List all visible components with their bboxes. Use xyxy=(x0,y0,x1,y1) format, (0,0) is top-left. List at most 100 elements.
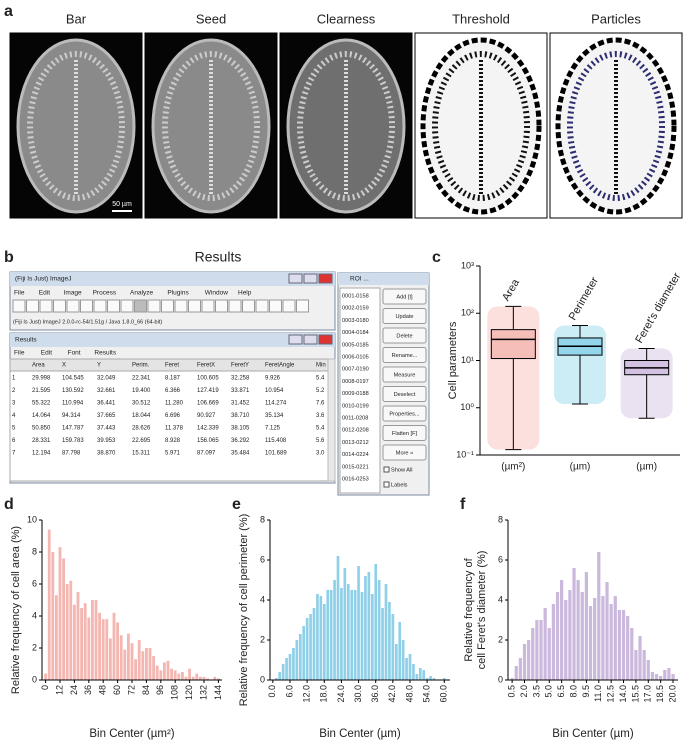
bar xyxy=(202,676,206,680)
bar xyxy=(213,676,217,680)
button[interactable] xyxy=(382,405,427,422)
tool-icon[interactable] xyxy=(26,299,39,313)
button[interactable] xyxy=(382,347,427,363)
button[interactable] xyxy=(382,444,427,461)
window-button[interactable] xyxy=(288,334,303,345)
roi-item[interactable]: 0016-0253 xyxy=(342,476,369,482)
tool-icon[interactable] xyxy=(107,299,120,313)
checkbox-label[interactable]: Labels xyxy=(391,482,408,488)
window-button[interactable] xyxy=(288,273,303,284)
button-label[interactable]: Add [t] xyxy=(396,294,413,300)
bar xyxy=(642,650,646,680)
tool-icon[interactable] xyxy=(296,299,309,313)
panel-label: e xyxy=(232,496,241,513)
table-cell: 36.292 xyxy=(231,438,250,444)
y-axis-label: Relative frequency of xyxy=(463,557,475,661)
bar xyxy=(62,558,66,680)
window-button[interactable] xyxy=(303,273,318,284)
roi-item[interactable]: 0003-0180 xyxy=(342,318,369,324)
tool-icon[interactable] xyxy=(161,299,174,313)
menu-item[interactable]: Window xyxy=(205,290,228,297)
roi-item[interactable]: 0006-0105 xyxy=(342,354,369,360)
button[interactable] xyxy=(382,366,427,383)
x-tick-label: 18.0 xyxy=(319,685,329,703)
menu-item[interactable]: Font xyxy=(68,350,81,357)
table-cell: 32.258 xyxy=(231,376,250,382)
tool-icon[interactable] xyxy=(228,299,242,313)
tool-icon[interactable] xyxy=(12,299,26,313)
roi-item[interactable]: 0014-0224 xyxy=(342,452,369,458)
bar xyxy=(364,576,367,680)
tool-icon[interactable] xyxy=(201,299,215,313)
tool-icon[interactable] xyxy=(255,299,269,313)
column-header: Perim. xyxy=(132,363,150,369)
table-cell: 5 xyxy=(12,426,16,432)
window-button[interactable] xyxy=(318,334,333,345)
button[interactable] xyxy=(382,327,427,344)
roi-item[interactable]: 0015-0221 xyxy=(342,464,369,470)
roi-item[interactable]: 0002-0159 xyxy=(342,306,369,312)
menu-item[interactable]: Process xyxy=(93,290,117,297)
table-cell: 114.274 xyxy=(265,401,287,407)
tool-icon[interactable] xyxy=(120,299,134,313)
menu-item[interactable]: File xyxy=(14,290,25,297)
checkbox[interactable] xyxy=(383,481,390,488)
window-button[interactable] xyxy=(303,334,318,345)
tool-icon[interactable] xyxy=(80,299,93,313)
menu-item[interactable]: Edit xyxy=(41,350,52,357)
button-label[interactable]: Measure xyxy=(394,372,416,378)
tool-icon[interactable] xyxy=(134,299,147,313)
bar xyxy=(350,590,354,680)
checkbox-label[interactable]: Show All xyxy=(391,467,412,473)
x-tick-label: 132 xyxy=(198,685,208,700)
window-button[interactable] xyxy=(318,273,333,284)
tool-icon[interactable] xyxy=(188,299,201,313)
table-cell: 5.6 xyxy=(316,438,325,444)
button-label[interactable]: Rename... xyxy=(392,353,418,359)
roi-item[interactable]: 0001-0158 xyxy=(342,293,369,299)
menu-item[interactable]: Help xyxy=(238,290,252,297)
checkbox[interactable] xyxy=(383,466,390,473)
roi-item[interactable]: 0004-0184 xyxy=(342,330,369,336)
roi-item[interactable]: 0007-0190 xyxy=(342,367,369,373)
roi-item[interactable]: 0013-0212 xyxy=(342,440,369,446)
tool-icon[interactable] xyxy=(269,299,282,313)
roi-item[interactable]: 0005-0185 xyxy=(342,342,369,348)
table-cell: 22.341 xyxy=(132,376,151,382)
x-tick-label: 5.0 xyxy=(544,685,554,698)
tool-icon[interactable] xyxy=(147,299,161,313)
menu-item[interactable]: Plugins xyxy=(167,290,189,297)
roi-item[interactable]: 0010-0199 xyxy=(342,403,369,409)
tool-icon[interactable] xyxy=(215,299,228,313)
tool-icon[interactable] xyxy=(174,299,188,313)
tool-icon[interactable] xyxy=(66,299,80,313)
button[interactable] xyxy=(382,308,427,324)
button-label[interactable]: Update xyxy=(395,314,413,320)
tool-icon[interactable] xyxy=(53,299,66,313)
menu-item[interactable]: Analyze xyxy=(130,290,154,297)
roi-item[interactable]: 0012-0208 xyxy=(342,428,369,434)
menu-item[interactable]: Image xyxy=(64,290,82,297)
x-tick-label: 12.0 xyxy=(302,685,312,703)
button[interactable] xyxy=(382,386,427,402)
roi-item[interactable]: 0008-0197 xyxy=(342,379,369,385)
bar xyxy=(547,628,551,680)
button[interactable] xyxy=(382,288,427,305)
seed-texture xyxy=(432,51,530,201)
menu-item[interactable]: Edit xyxy=(39,290,50,297)
roi-item[interactable]: 0009-0188 xyxy=(342,391,369,397)
button-label[interactable]: Delete xyxy=(396,333,412,339)
button[interactable] xyxy=(382,425,427,441)
tool-icon[interactable] xyxy=(282,299,296,313)
button-label[interactable]: Deselect xyxy=(394,392,416,398)
menu-item[interactable]: Results xyxy=(94,350,116,357)
bar xyxy=(555,592,560,680)
tool-icon[interactable] xyxy=(39,299,53,313)
button-label[interactable]: Flatten [F] xyxy=(392,431,418,437)
tool-icon[interactable] xyxy=(242,299,255,313)
button-label[interactable]: Properties... xyxy=(389,411,420,417)
menu-item[interactable]: File xyxy=(14,350,25,357)
button-label[interactable]: More » xyxy=(396,450,413,456)
roi-item[interactable]: 0011-0208 xyxy=(342,415,368,421)
tool-icon[interactable] xyxy=(93,299,107,313)
